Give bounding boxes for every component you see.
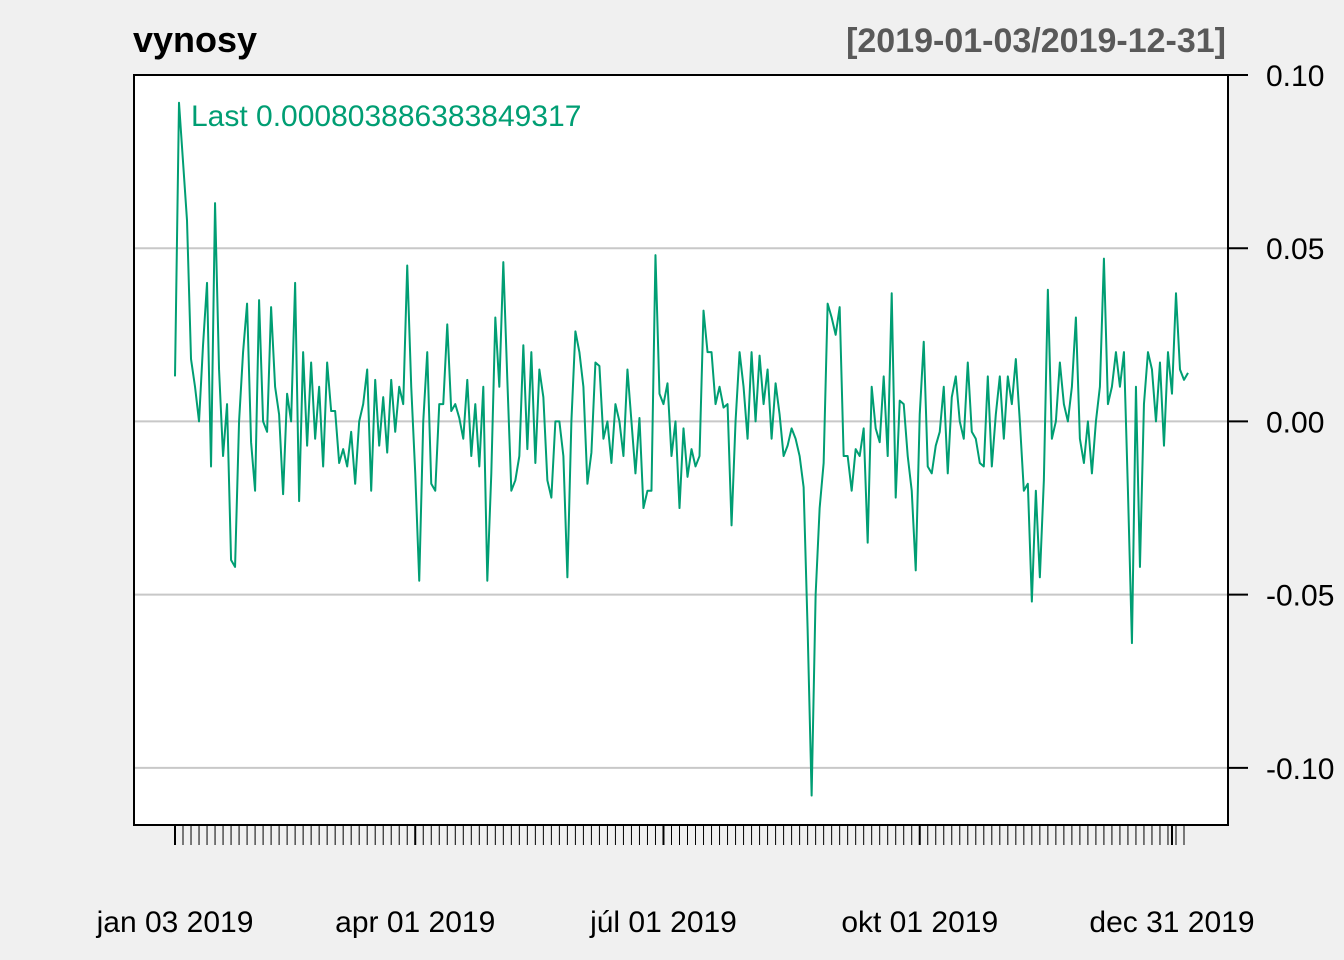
x-axis: jan 03 2019 apr 01 2019 júl 01 2019 okt 01 … [96,825,1255,939]
y-tick-label: 0.00 [1266,406,1324,439]
y-tick-label: -0.10 [1266,753,1334,786]
y-tick-label: 0.10 [1266,60,1324,93]
x-tick-label: jan 03 2019 [96,906,254,939]
x-tick-label: okt 01 2019 [841,906,998,939]
x-tick-label: dec 31 2019 [1089,906,1254,939]
last-value-label: Last 0.000803886383849317 [191,100,581,133]
chart-title: vynosy [133,19,257,60]
y-tick-label: -0.05 [1266,580,1334,613]
plot-frame [133,74,1229,826]
date-range: [2019-01-03/2019-12-31] [846,22,1226,60]
y-tick-label: 0.05 [1266,233,1324,266]
series-line [174,101,1189,797]
x-tick-label: apr 01 2019 [335,906,495,939]
y-axis: 0.10 0.05 0.00 -0.05 -0.10 [1228,60,1334,786]
plot-area [134,75,1228,825]
x-tick-label: júl 01 2019 [589,906,737,939]
